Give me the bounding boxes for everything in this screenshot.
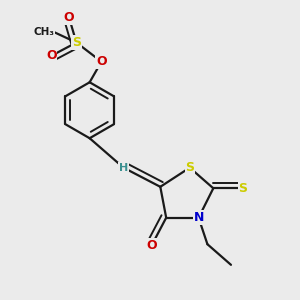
Text: N: N <box>194 211 204 224</box>
Text: S: S <box>72 36 81 49</box>
Text: S: S <box>238 182 247 195</box>
Text: S: S <box>185 161 194 174</box>
Text: O: O <box>46 49 57 62</box>
Text: O: O <box>96 55 107 68</box>
Text: O: O <box>64 11 74 24</box>
Text: O: O <box>146 239 157 252</box>
Text: H: H <box>119 163 128 173</box>
Text: CH₃: CH₃ <box>33 27 54 37</box>
